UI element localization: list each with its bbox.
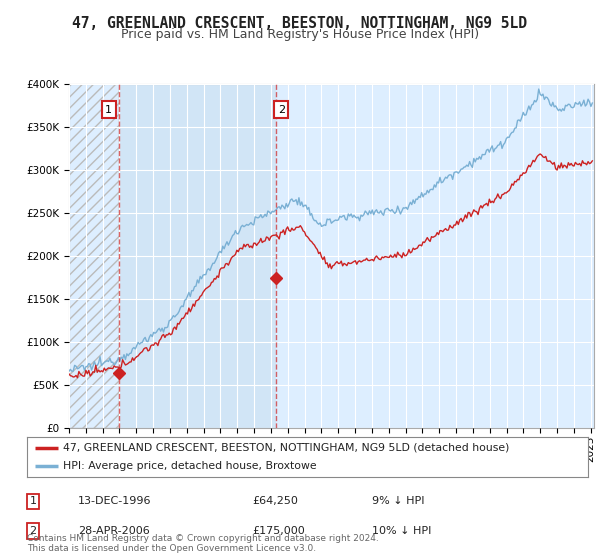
Text: HPI: Average price, detached house, Broxtowe: HPI: Average price, detached house, Brox… <box>64 461 317 471</box>
Text: 1: 1 <box>29 496 37 506</box>
Text: £64,250: £64,250 <box>252 496 298 506</box>
Text: 2: 2 <box>29 526 37 536</box>
Text: 9% ↓ HPI: 9% ↓ HPI <box>372 496 425 506</box>
Bar <box>119 84 277 428</box>
Text: 13-DEC-1996: 13-DEC-1996 <box>78 496 151 506</box>
Text: 47, GREENLAND CRESCENT, BEESTON, NOTTINGHAM, NG9 5LD: 47, GREENLAND CRESCENT, BEESTON, NOTTING… <box>73 16 527 31</box>
Text: Contains HM Land Registry data © Crown copyright and database right 2024.
This d: Contains HM Land Registry data © Crown c… <box>27 534 379 553</box>
Text: 2: 2 <box>278 105 285 115</box>
Text: 28-APR-2006: 28-APR-2006 <box>78 526 150 536</box>
Text: 10% ↓ HPI: 10% ↓ HPI <box>372 526 431 536</box>
Bar <box>69 84 119 428</box>
Text: 1: 1 <box>105 105 112 115</box>
Text: £175,000: £175,000 <box>252 526 305 536</box>
Text: Price paid vs. HM Land Registry's House Price Index (HPI): Price paid vs. HM Land Registry's House … <box>121 28 479 41</box>
Text: 47, GREENLAND CRESCENT, BEESTON, NOTTINGHAM, NG9 5LD (detached house): 47, GREENLAND CRESCENT, BEESTON, NOTTING… <box>64 443 510 452</box>
